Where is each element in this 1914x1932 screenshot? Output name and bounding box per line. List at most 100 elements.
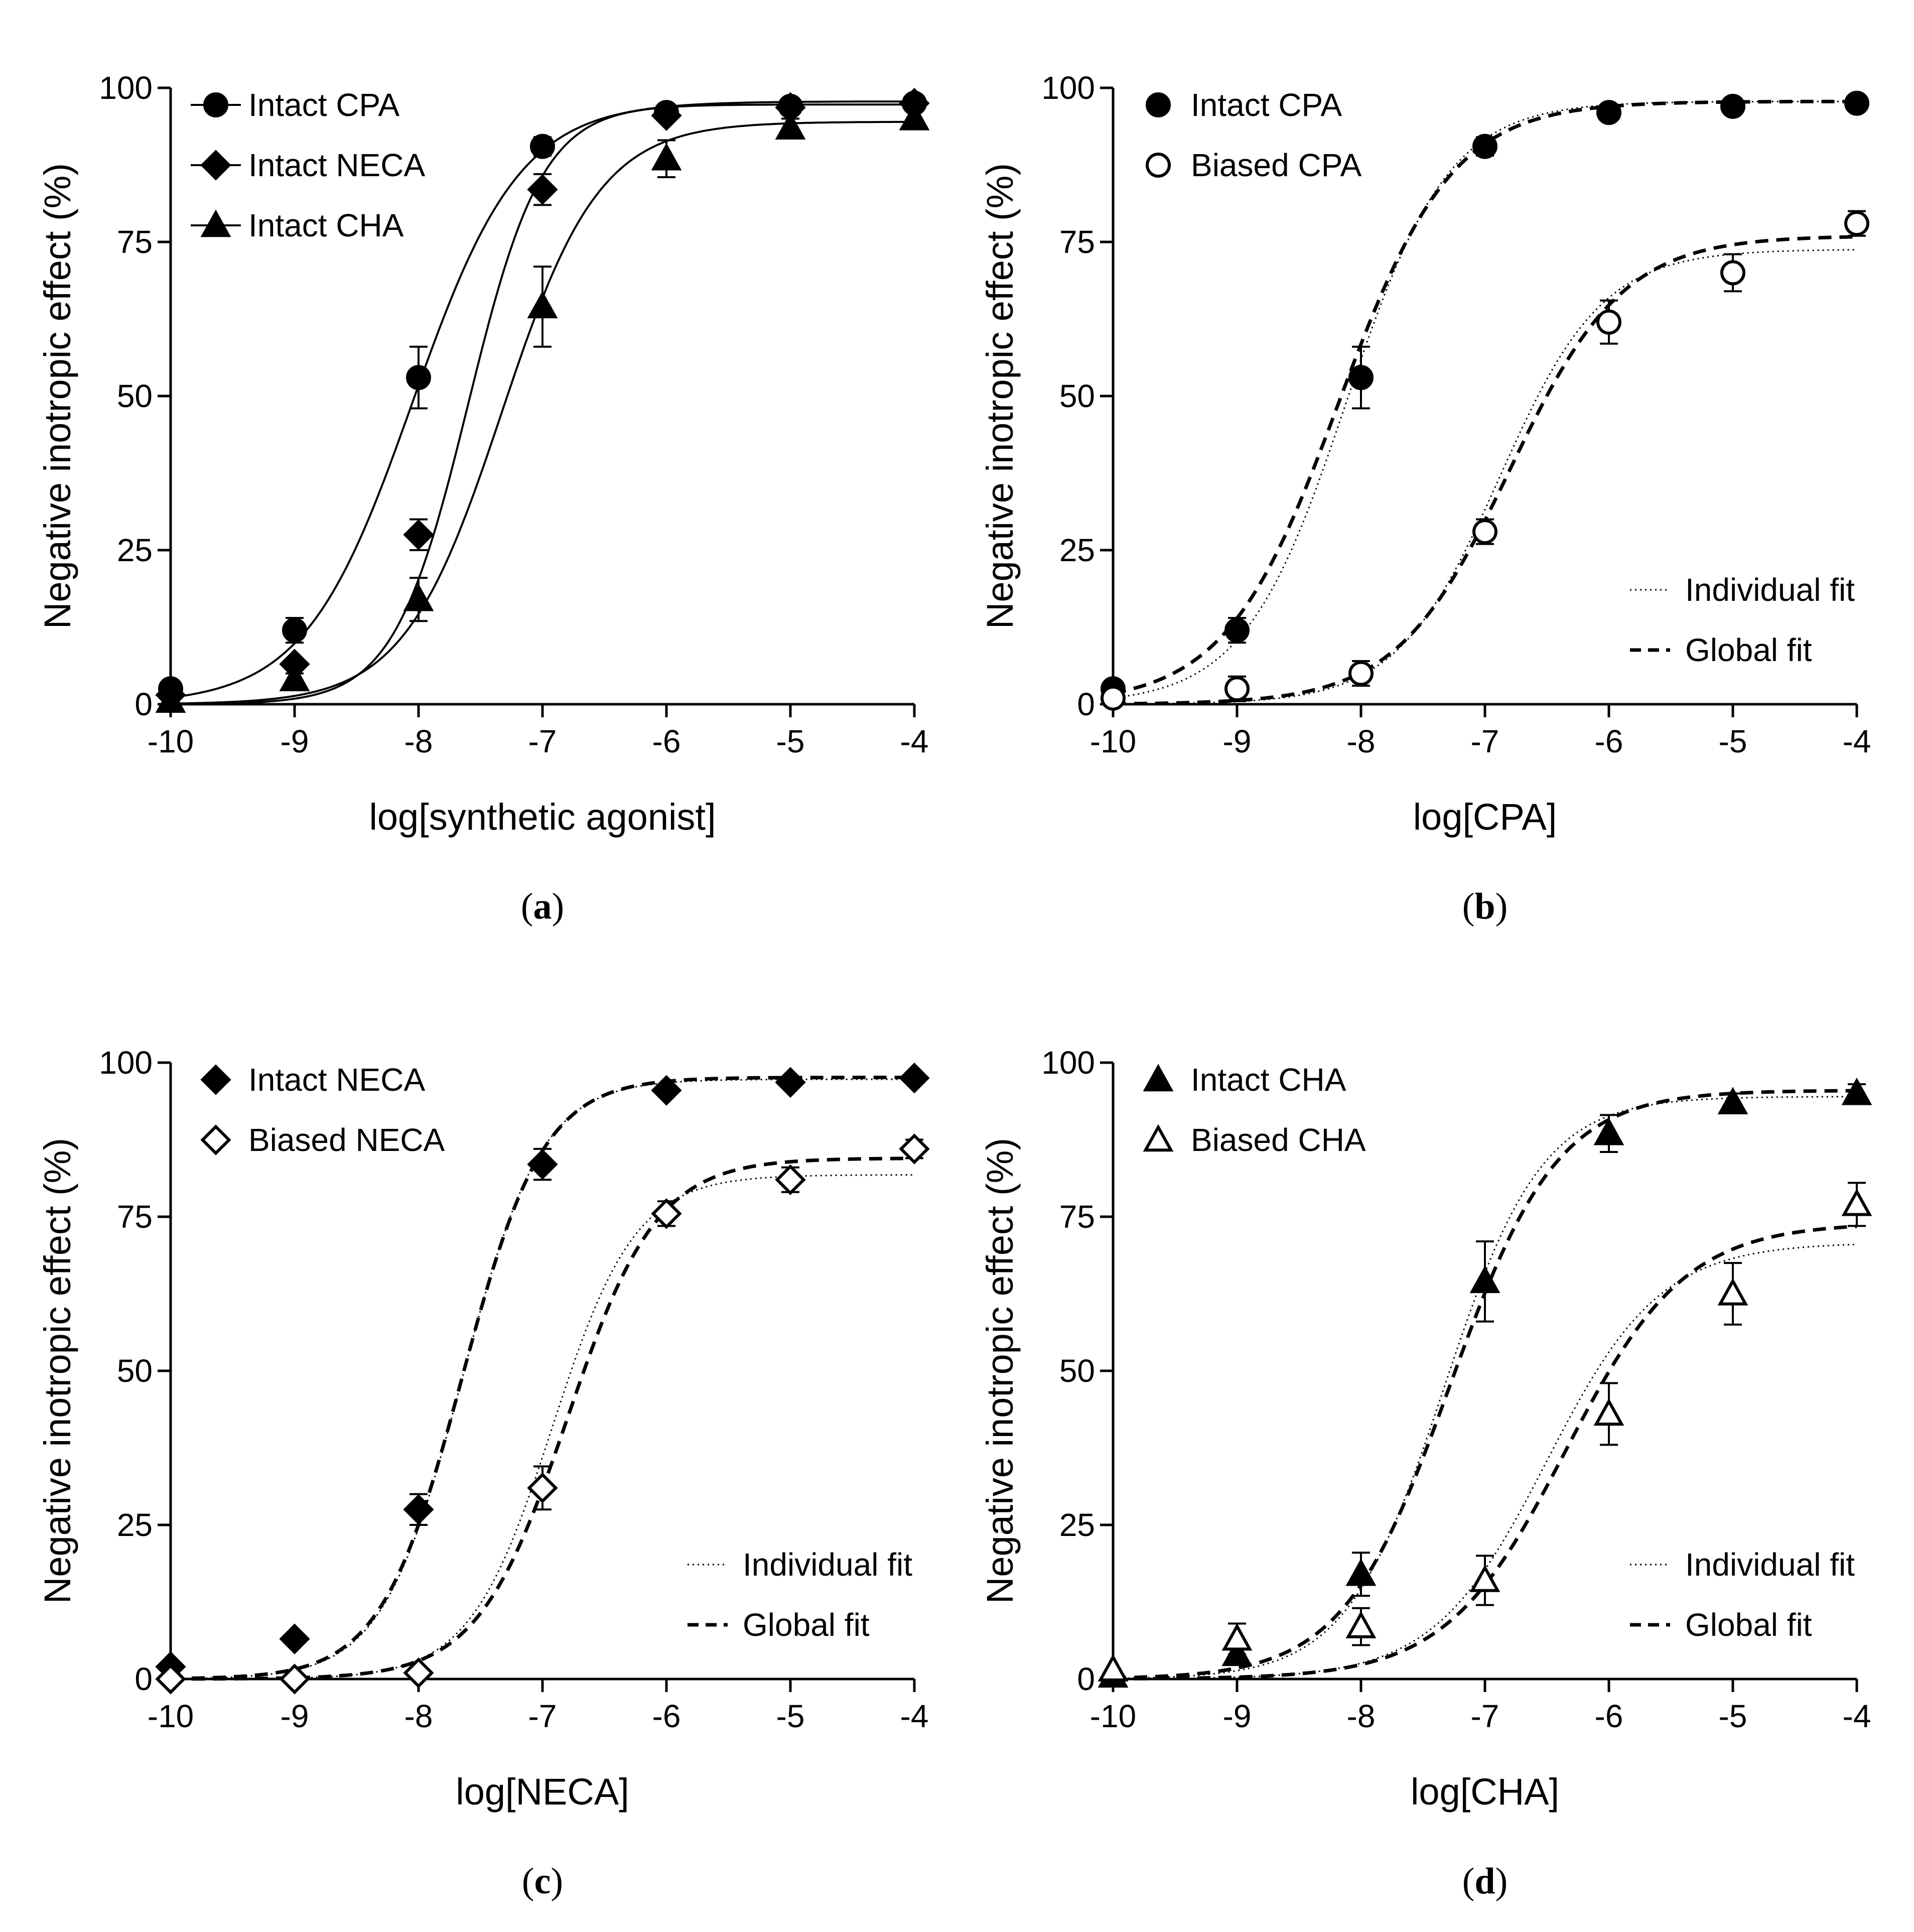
- y-axis-title: Negative inotropic effect (%): [37, 163, 78, 629]
- legend-label-individual-fit: Individual fit: [743, 1547, 912, 1583]
- biased-cha-data-point: [1717, 1278, 1748, 1306]
- biased-neca-data-point: [775, 1164, 806, 1195]
- y-tick-label: 50: [1059, 378, 1095, 414]
- intact-neca-data-point: [651, 100, 682, 131]
- intact-neca-data-point: [775, 1067, 806, 1098]
- x-axis-title: log[NECA]: [456, 1771, 629, 1813]
- x-tick-label: -6: [1595, 723, 1623, 759]
- x-tick-label: -5: [1719, 723, 1747, 759]
- x-tick-label: -8: [1347, 723, 1376, 759]
- intact-cha-data-point: [1841, 1077, 1872, 1105]
- intact-cha-data-point: [1345, 1558, 1377, 1586]
- biased-neca-data-point: [403, 1657, 434, 1689]
- y-tick-label: 75: [1059, 224, 1095, 260]
- y-tick-label: 75: [117, 1199, 153, 1235]
- panel-label-close-paren: ): [552, 886, 565, 927]
- panel-label-letter: c: [534, 1861, 551, 1902]
- y-tick-label: 100: [1041, 70, 1095, 106]
- legend-label-intact-neca: Intact NECA: [248, 1062, 425, 1098]
- legend-marker-biased-neca: [200, 1124, 231, 1155]
- x-tick-label: -9: [281, 1698, 309, 1734]
- legend-label-biased-neca: Biased NECA: [248, 1122, 445, 1158]
- biased-cpa-data-point: [1596, 309, 1621, 335]
- panel-label-close-paren: ): [1495, 1861, 1508, 1902]
- biased-neca-individual-fit-curve: [171, 1174, 914, 1680]
- intact-neca-data-point: [527, 1148, 558, 1180]
- legend-label-global-fit: Global fit: [743, 1607, 870, 1643]
- intact-cha-data-point: [155, 685, 186, 713]
- biased-neca-data-point: [651, 1198, 682, 1229]
- legend-label-intact-cha: Intact CHA: [1191, 1062, 1346, 1098]
- x-tick-label: -6: [652, 723, 681, 759]
- y-tick-label: 0: [134, 1661, 153, 1697]
- x-tick-label: -8: [404, 1698, 433, 1734]
- x-tick-label: -4: [1843, 723, 1871, 759]
- y-tick-label: 25: [117, 532, 153, 568]
- y-tick-label: 0: [1077, 686, 1095, 722]
- biased-cha-data-point: [1469, 1565, 1500, 1592]
- intact-cpa-data-point: [1348, 365, 1374, 391]
- panel-label-close-paren: ): [1495, 886, 1508, 927]
- x-tick-label: -5: [1719, 1698, 1747, 1734]
- legend-label-intact-cha: Intact CHA: [248, 207, 404, 243]
- intact-cpa-data-point: [1844, 90, 1869, 116]
- legend-label-global-fit: Global fit: [1685, 632, 1812, 668]
- intact-cpa-data-point: [1720, 93, 1745, 119]
- x-tick-label: -7: [1471, 723, 1499, 759]
- x-axis-title: log[synthetic agonist]: [369, 796, 716, 838]
- panel-label-open-paren: (: [1462, 1861, 1475, 1902]
- y-tick-label: 25: [1059, 1507, 1095, 1543]
- x-axis-title: log[CHA]: [1411, 1771, 1559, 1813]
- biased-neca-data-point: [279, 1663, 310, 1695]
- x-tick-label: -5: [776, 1698, 805, 1734]
- x-tick-label: -4: [900, 723, 929, 759]
- y-axis-title: Negative inotropic effect (%): [979, 1138, 1021, 1604]
- panel-label: (a): [521, 886, 564, 927]
- legend-marker-intact-cpa: [203, 92, 228, 117]
- legend-marker-intact-cha: [200, 209, 231, 237]
- biased-cha-global-fit-curve: [1113, 1224, 1857, 1681]
- panel-b: 0 25 50 75 100 -10 -9 -8 -7 -6 -5 -4 log[CPA] Negativ…: [979, 70, 1871, 927]
- biased-cha-data-point: [1841, 1188, 1872, 1216]
- y-tick-label: 100: [99, 1045, 153, 1081]
- intact-neca-data-point: [403, 1494, 434, 1525]
- x-tick-label: -9: [1223, 1698, 1252, 1734]
- intact-neca-data-point: [651, 1075, 682, 1106]
- y-tick-label: 0: [134, 686, 153, 722]
- biased-cpa-data-point: [1472, 519, 1497, 545]
- x-tick-label: -9: [1223, 723, 1252, 759]
- biased-cpa-data-point: [1224, 676, 1250, 702]
- x-tick-label: -4: [1843, 1698, 1871, 1734]
- legend-marker-intact-neca: [200, 1064, 231, 1095]
- intact-cha-data-point: [775, 112, 806, 140]
- legend-marker-intact-cha: [1143, 1064, 1174, 1092]
- legend-label-intact-cpa: Intact CPA: [1191, 87, 1342, 123]
- intact-neca-data-point: [899, 1063, 930, 1094]
- biased-cha-data-point: [1345, 1611, 1377, 1638]
- y-tick-label: 75: [117, 224, 153, 260]
- intact-cpa-data-point: [282, 617, 307, 643]
- biased-cha-data-point: [1221, 1623, 1253, 1651]
- intact-cpa-data-point: [1224, 617, 1250, 643]
- biased-cpa-data-point: [1720, 260, 1745, 286]
- intact-cha-data-point: [1593, 1117, 1624, 1145]
- legend-label-biased-cha: Biased CHA: [1191, 1122, 1366, 1158]
- biased-neca-global-fit-curve: [170, 1156, 914, 1681]
- panel-label: (b): [1462, 886, 1508, 927]
- legend-label-individual-fit: Individual fit: [1685, 1547, 1855, 1583]
- panel-label-letter: a: [533, 886, 552, 927]
- legend-marker-biased-cpa: [1146, 153, 1171, 178]
- intact-neca-data-point: [279, 1623, 310, 1654]
- panel-label-open-paren: (: [521, 886, 533, 927]
- panel-a: 0 25 50 75 100 -10 -9 -8 -7 -6 -5 -4 log[synthetic a…: [37, 70, 930, 927]
- x-tick-label: -4: [900, 1698, 929, 1734]
- intact-cha-data-point: [527, 291, 558, 319]
- y-axis-title: Negative inotropic effect (%): [37, 1138, 78, 1604]
- legend-label-global-fit: Global fit: [1685, 1607, 1812, 1643]
- legend-label-individual-fit: Individual fit: [1685, 572, 1855, 608]
- biased-cpa-data-point: [1844, 211, 1869, 236]
- panel-label: (c): [522, 1861, 563, 1902]
- x-tick-label: -8: [1347, 1698, 1376, 1734]
- panel-label: (d): [1462, 1861, 1508, 1902]
- biased-cha-data-point: [1593, 1398, 1624, 1426]
